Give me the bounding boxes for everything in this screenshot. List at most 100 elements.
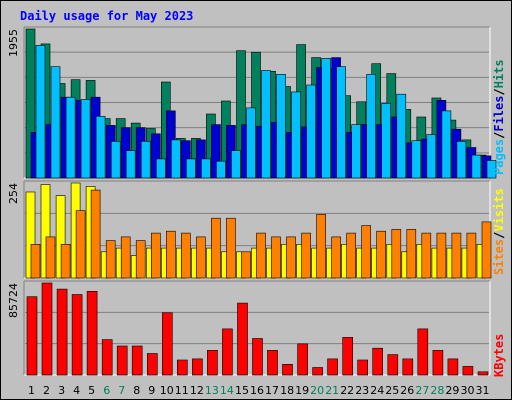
- x-tick-label: 19: [295, 384, 309, 397]
- legend-entry: /: [492, 88, 506, 95]
- scale-label: 1955: [7, 29, 20, 57]
- bar-visits-day-3: [55, 195, 66, 279]
- legend-entry: Sites: [492, 239, 506, 275]
- panel-bottom: 85724 KBytes: [7, 280, 506, 377]
- bar-pages-day-22: [351, 124, 362, 179]
- bar-sites-day-6: [105, 240, 116, 279]
- scale-label: 85724: [7, 283, 20, 318]
- x-tick-label: 21: [325, 384, 339, 397]
- x-tick-label: 8: [133, 384, 140, 397]
- x-tick-label: 14: [220, 384, 234, 397]
- bar-pages-day-28: [441, 110, 452, 179]
- bar-kbytes-day-15: [237, 302, 248, 376]
- bar-hits-day-1: [25, 28, 36, 179]
- legend-entry: Visits: [492, 188, 506, 231]
- bar-sites-day-2: [45, 236, 56, 279]
- x-tick-label: 28: [430, 384, 444, 397]
- bar-kbytes-day-18: [282, 363, 293, 376]
- bar-kbytes-day-4: [71, 294, 83, 376]
- bar-pages-day-29: [456, 141, 467, 179]
- x-tick-label: 27: [415, 384, 429, 397]
- bar-kbytes-day-5: [86, 290, 98, 376]
- panel-middle: 254 Sites/Visits: [7, 180, 506, 279]
- bar-kbytes-day-7: [116, 345, 128, 376]
- x-tick-label: 26: [400, 384, 414, 397]
- bar-kbytes-day-21: [327, 358, 338, 376]
- bar-kbytes-day-2: [41, 282, 53, 376]
- legend-entry: KBytes: [492, 334, 506, 377]
- bar-sites-day-24: [376, 230, 387, 279]
- bar-kbytes-day-3: [56, 288, 68, 376]
- bar-kbytes-day-14: [222, 328, 233, 376]
- bar-pages-day-3: [65, 96, 76, 179]
- bar-sites-day-8: [135, 240, 146, 279]
- bar-sites-day-17: [271, 236, 281, 279]
- bar-pages-day-24: [381, 103, 392, 179]
- bar-pages-day-6: [110, 141, 121, 179]
- bar-pages-day-18: [291, 91, 301, 179]
- bar-sites-day-22: [346, 232, 357, 279]
- legend-entry: Files: [492, 96, 506, 132]
- bar-pages-day-17: [276, 74, 286, 179]
- x-tick-label: 31: [476, 384, 490, 397]
- x-tick-label: 18: [280, 384, 294, 397]
- x-tick-label: 2: [43, 384, 50, 397]
- x-tick-label: 23: [355, 384, 369, 397]
- bar-pages-day-21: [336, 66, 346, 179]
- bar-pages-day-31: [486, 160, 497, 179]
- x-tick-label: 22: [340, 384, 354, 397]
- bar-visits-day-2: [40, 184, 51, 279]
- bar-kbytes-day-27: [417, 328, 429, 376]
- bar-sites-day-14: [226, 217, 236, 279]
- bar-sites-day-26: [406, 229, 417, 279]
- bar-pages-day-27: [426, 134, 437, 179]
- bar-pages-day-4: [80, 99, 91, 179]
- bar-kbytes-day-23: [357, 359, 369, 376]
- bar-pages-day-11: [186, 158, 196, 179]
- bar-sites-day-10: [166, 230, 176, 279]
- bar-pages-day-30: [471, 154, 482, 179]
- chart-title: Daily usage for May 2023: [20, 9, 193, 23]
- bar-kbytes-day-13: [207, 349, 218, 376]
- bar-sites-day-12: [196, 236, 206, 279]
- bar-kbytes-day-28: [432, 349, 444, 376]
- bar-kbytes-day-8: [131, 345, 143, 376]
- bar-kbytes-day-31: [477, 371, 489, 376]
- bar-sites-day-5: [90, 189, 101, 279]
- bar-pages-day-19: [306, 84, 316, 179]
- bar-files-day-9: [151, 133, 161, 179]
- bar-files-day-13: [211, 124, 221, 179]
- bar-kbytes-day-10: [162, 312, 173, 376]
- bar-pages-day-5: [95, 116, 106, 179]
- x-tick-label: 24: [370, 384, 384, 397]
- x-tick-label: 20: [310, 384, 324, 397]
- bar-pages-day-10: [171, 139, 181, 179]
- x-tick-label: 4: [73, 384, 80, 397]
- bar-pages-day-12: [201, 158, 211, 179]
- bar-sites-day-30: [466, 232, 477, 279]
- bar-kbytes-day-17: [267, 349, 278, 376]
- bar-visits-day-1: [25, 191, 36, 279]
- x-tick-label: 30: [461, 384, 475, 397]
- bar-pages-day-23: [366, 74, 377, 179]
- bar-sites-day-4: [75, 210, 86, 279]
- bar-sites-day-28: [436, 232, 447, 279]
- bar-sites-day-3: [60, 244, 71, 279]
- bar-kbytes-day-30: [462, 366, 474, 376]
- bar-kbytes-day-29: [447, 358, 459, 376]
- bar-sites-day-20: [316, 214, 326, 279]
- x-tick-label: 3: [58, 384, 65, 397]
- x-tick-label: 7: [118, 384, 125, 397]
- bar-sites-day-27: [421, 232, 432, 279]
- bar-sites-day-23: [361, 225, 372, 279]
- x-tick-label: 9: [148, 384, 155, 397]
- x-axis-labels: 1 2 3 4 5 6 7 8 9 10 11 12 13 14 15 16 17 18 19 20 21 22 23 24 2…: [28, 384, 490, 397]
- bar-sites-day-31: [481, 221, 492, 279]
- bar-kbytes-day-9: [147, 353, 158, 376]
- bar-kbytes-day-6: [101, 339, 113, 376]
- bar-sites-day-25: [391, 229, 402, 279]
- bar-kbytes-day-20: [312, 367, 323, 376]
- bar-pages-day-20: [321, 57, 331, 179]
- bar-kbytes-day-26: [402, 358, 414, 376]
